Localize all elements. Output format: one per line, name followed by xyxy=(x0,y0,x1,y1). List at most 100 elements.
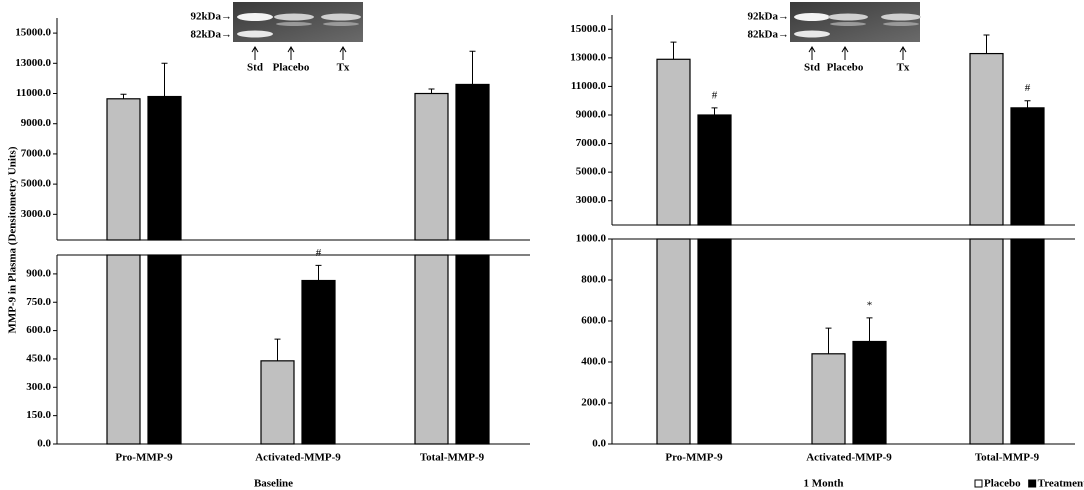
bar xyxy=(455,83,490,241)
gel-arrow xyxy=(899,46,907,60)
error-bar xyxy=(428,88,435,94)
gel-band xyxy=(276,22,312,26)
legend-swatch xyxy=(1028,479,1037,488)
gel-band xyxy=(881,13,921,21)
error-bar xyxy=(1024,100,1031,108)
gel-marker-label: 92kDa→ xyxy=(190,11,232,23)
y-tick-label: 9000.0 xyxy=(21,117,52,129)
y-tick-label: 300.0 xyxy=(26,381,51,393)
annotation: # xyxy=(1025,82,1031,94)
error-bar xyxy=(711,107,718,115)
x-tick-label: Total-MMP-9 xyxy=(975,452,1040,464)
y-tick-label: 5000.0 xyxy=(21,178,52,190)
y-tick-label: 9000.0 xyxy=(576,109,607,121)
gel-marker-label: 82kDa→ xyxy=(190,29,232,41)
y-tick-label: 150.0 xyxy=(26,409,51,421)
x-axis-title: 1 Month xyxy=(803,478,843,490)
error-bar xyxy=(161,62,168,97)
y-tick-label: 3000.0 xyxy=(576,194,607,206)
gel-arrow xyxy=(287,46,295,60)
x-tick-label: Activated-MMP-9 xyxy=(255,452,341,464)
x-tick-label: Activated-MMP-9 xyxy=(806,452,892,464)
gel-band xyxy=(274,13,314,21)
y-tick-label: 5000.0 xyxy=(576,166,607,178)
bar-lower xyxy=(455,254,490,445)
bar xyxy=(1010,107,1045,226)
annotation: # xyxy=(712,89,718,101)
gel-lane-label: Placebo xyxy=(827,62,864,74)
y-tick-label: 7000.0 xyxy=(21,147,52,159)
annotation: * xyxy=(867,299,873,311)
error-bar xyxy=(866,317,873,342)
error-bar xyxy=(469,50,476,85)
gel-lane-label: Tx xyxy=(897,62,910,74)
y-tick-label: 0.0 xyxy=(37,438,51,450)
gel-arrow xyxy=(339,46,347,60)
gel-band xyxy=(830,22,866,26)
bar xyxy=(811,353,846,445)
bar xyxy=(147,95,182,241)
gel-marker-label: 82kDa→ xyxy=(747,29,789,41)
bar xyxy=(852,340,887,445)
error-bar xyxy=(825,327,832,354)
y-tick-label: 750.0 xyxy=(26,296,51,308)
y-tick-label: 11000.0 xyxy=(571,80,607,92)
bar xyxy=(414,92,449,241)
gel-arrow xyxy=(808,46,816,60)
y-tick-label: 15000.0 xyxy=(15,27,51,39)
x-tick-label: Pro-MMP-9 xyxy=(665,452,723,464)
y-tick-label: 800.0 xyxy=(581,274,606,286)
y-tick-label: 900.0 xyxy=(26,267,51,279)
x-tick-label: Pro-MMP-9 xyxy=(115,452,173,464)
gel-marker-label: 92kDa→ xyxy=(747,11,789,23)
y-tick-label: 600.0 xyxy=(26,324,51,336)
bar xyxy=(697,114,732,226)
annotation: # xyxy=(316,247,322,259)
bar xyxy=(969,52,1004,226)
y-tick-label: 15000.0 xyxy=(570,23,606,35)
gel-arrow xyxy=(841,46,849,60)
y-tick-label: 200.0 xyxy=(581,397,606,409)
gel-band xyxy=(828,13,868,21)
y-tick-label: 400.0 xyxy=(581,356,606,368)
y-tick-label: 450.0 xyxy=(26,352,51,364)
bar-lower xyxy=(656,238,691,445)
error-bar xyxy=(120,93,127,99)
y-tick-label: 13000.0 xyxy=(570,51,606,63)
legend-label: Treatment xyxy=(1038,478,1084,490)
bar xyxy=(106,98,141,241)
gel-band xyxy=(237,30,273,38)
y-tick-label: 1000.0 xyxy=(576,233,607,245)
gel-lane-label: Tx xyxy=(337,62,350,74)
bar xyxy=(656,58,691,226)
error-bar xyxy=(315,264,322,281)
bar-lower xyxy=(1010,238,1045,445)
legend-label: Placebo xyxy=(984,478,1021,490)
legend-swatch xyxy=(974,479,983,488)
y-tick-label: 3000.0 xyxy=(21,208,52,220)
gel-band xyxy=(321,13,361,21)
gel-arrow xyxy=(251,46,259,60)
y-tick-label: 7000.0 xyxy=(576,137,607,149)
gel-band xyxy=(794,30,830,38)
gel-band xyxy=(237,13,273,21)
bar-lower xyxy=(697,238,732,445)
y-tick-label: 11000.0 xyxy=(16,87,52,99)
y-tick-label: 0.0 xyxy=(592,438,606,450)
gel-band xyxy=(883,22,919,26)
error-bar xyxy=(670,41,677,60)
error-bar xyxy=(274,338,281,361)
gel-band xyxy=(323,22,359,26)
bar xyxy=(260,360,295,445)
bar-lower xyxy=(106,254,141,445)
bar-lower xyxy=(147,254,182,445)
y-tick-label: 13000.0 xyxy=(15,57,51,69)
bar xyxy=(301,279,336,445)
gel-lane-label: Std xyxy=(247,62,263,74)
bar-lower xyxy=(414,254,449,445)
y-tick-label: 600.0 xyxy=(581,315,606,327)
x-axis-title: Baseline xyxy=(254,478,293,490)
y-axis-title: MMP-9 in Plasma (Densitometry Units) xyxy=(7,146,19,333)
x-tick-label: Total-MMP-9 xyxy=(420,452,485,464)
